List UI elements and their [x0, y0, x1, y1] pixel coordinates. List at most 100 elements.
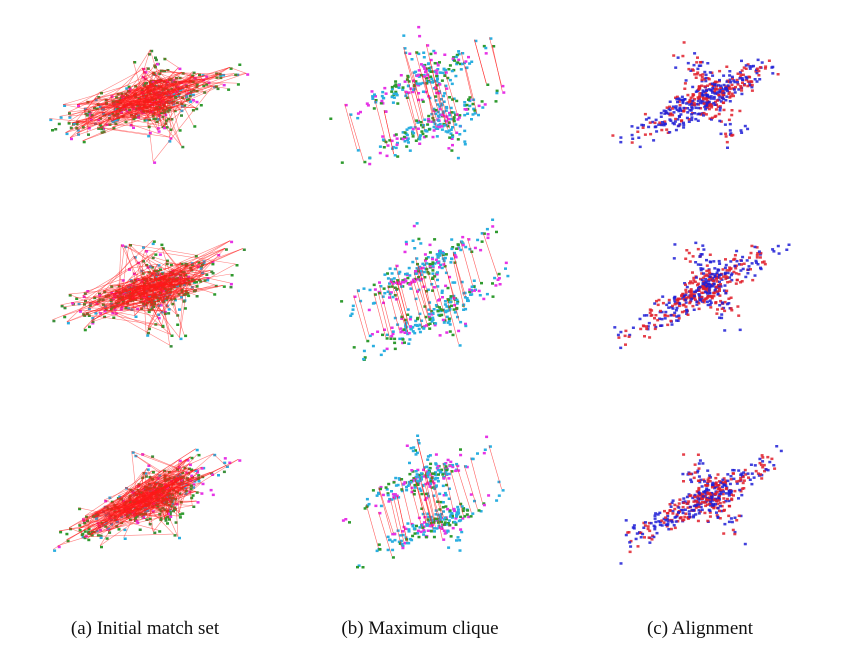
point: [689, 260, 692, 263]
point: [412, 450, 415, 453]
point: [378, 281, 381, 284]
point: [416, 435, 419, 438]
point: [751, 472, 754, 475]
point: [686, 94, 689, 97]
point: [738, 515, 741, 518]
point: [461, 236, 464, 239]
point: [648, 336, 651, 339]
correspondence: [349, 113, 363, 160]
point: [692, 255, 695, 258]
point: [653, 302, 656, 305]
point: [647, 126, 650, 129]
point: [639, 318, 642, 321]
point: [685, 79, 688, 82]
point: [205, 274, 208, 277]
correspondence: [366, 504, 378, 548]
point: [227, 88, 230, 91]
point: [438, 126, 441, 129]
point: [166, 522, 169, 525]
point: [79, 529, 82, 532]
point: [694, 291, 697, 294]
point: [404, 332, 407, 335]
point: [666, 106, 669, 109]
point: [341, 161, 344, 164]
correspondence: [489, 445, 502, 489]
point: [650, 314, 653, 317]
point: [728, 70, 731, 73]
point: [416, 325, 419, 328]
point: [493, 277, 496, 280]
point: [441, 473, 444, 476]
point: [491, 225, 494, 228]
point: [67, 322, 70, 325]
point: [100, 537, 103, 540]
point: [726, 276, 729, 279]
point: [629, 545, 632, 548]
point: [433, 308, 436, 311]
point: [450, 305, 453, 308]
point: [196, 295, 199, 298]
point: [734, 91, 737, 94]
point: [190, 497, 193, 500]
point: [654, 328, 657, 331]
point: [451, 70, 454, 73]
point: [706, 85, 709, 88]
point: [497, 279, 500, 282]
point: [714, 301, 717, 304]
point: [485, 52, 488, 55]
point: [675, 129, 678, 132]
point: [673, 504, 676, 507]
point: [340, 300, 343, 303]
point: [703, 71, 706, 74]
point: [404, 131, 407, 134]
point: [750, 245, 753, 248]
point: [689, 301, 692, 304]
point: [394, 348, 397, 351]
point: [394, 477, 397, 480]
point: [459, 454, 462, 457]
point: [688, 510, 691, 513]
point: [730, 307, 733, 310]
point: [757, 59, 760, 62]
point: [451, 144, 454, 147]
point: [780, 450, 783, 453]
point: [698, 88, 701, 91]
point: [725, 88, 728, 91]
point: [434, 477, 437, 480]
point: [435, 484, 438, 487]
point: [451, 83, 454, 86]
point: [698, 113, 701, 116]
point: [693, 102, 696, 105]
point: [178, 308, 181, 311]
point: [413, 528, 416, 531]
point: [381, 334, 384, 337]
point: [670, 314, 673, 317]
point: [179, 129, 182, 132]
point: [696, 56, 699, 59]
point: [691, 100, 694, 103]
point: [693, 477, 696, 480]
point: [722, 101, 725, 104]
point: [439, 250, 442, 253]
point: [718, 79, 721, 82]
point: [455, 248, 458, 251]
point: [714, 88, 717, 91]
point: [770, 66, 773, 69]
point: [710, 95, 713, 98]
point: [84, 329, 87, 332]
point: [371, 98, 374, 101]
point: [418, 526, 421, 529]
point: [453, 308, 456, 311]
point: [611, 134, 614, 137]
point: [704, 288, 707, 291]
point: [419, 331, 422, 334]
point: [410, 539, 413, 542]
point: [736, 305, 739, 308]
point: [739, 85, 742, 88]
point: [759, 256, 762, 259]
point: [688, 109, 691, 112]
point: [760, 464, 763, 467]
point: [498, 273, 501, 276]
correspondence: [461, 52, 472, 99]
point: [444, 300, 447, 303]
